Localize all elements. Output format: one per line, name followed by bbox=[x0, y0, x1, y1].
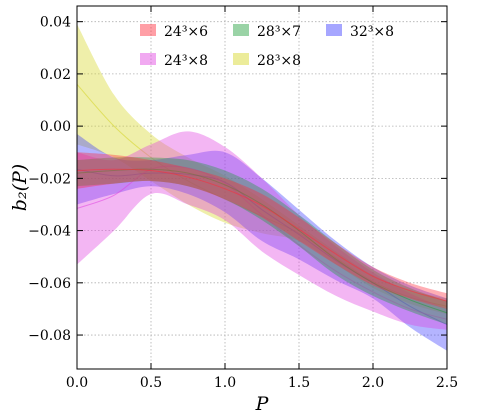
y-tick-label: −0.04 bbox=[28, 224, 71, 240]
legend-swatch bbox=[326, 24, 342, 36]
y-tick-label: 0.04 bbox=[40, 15, 71, 31]
y-tick-label: 0.00 bbox=[40, 119, 71, 135]
legend-label: 28³×7 bbox=[257, 24, 301, 40]
y-tick-label: −0.02 bbox=[28, 171, 71, 187]
axis-ticks: 0.0 0.5 1.0 1.5 2.0 2.5 0.04 0.02 0.00 −0.02 −0.04… bbox=[28, 6, 458, 391]
series-band bbox=[77, 133, 447, 351]
legend-label: 28³×8 bbox=[257, 53, 301, 69]
series-center-line bbox=[76, 165, 448, 320]
y-tick-label: −0.06 bbox=[28, 276, 71, 292]
y-tick-label: 0.02 bbox=[40, 67, 71, 83]
x-tick-label: 2.0 bbox=[362, 375, 384, 391]
series-center-line bbox=[76, 168, 448, 326]
grid-lines bbox=[76, 6, 448, 369]
series-band bbox=[77, 157, 447, 325]
y-tick-label: −0.08 bbox=[28, 328, 71, 344]
x-tick-label: 2.5 bbox=[436, 375, 458, 391]
plot-frame bbox=[76, 5, 448, 370]
legend-label: 32³×8 bbox=[350, 24, 394, 40]
legend-swatch bbox=[233, 53, 249, 65]
series-band bbox=[77, 131, 447, 330]
x-tick-label: 0.0 bbox=[66, 375, 88, 391]
legend-swatch bbox=[233, 24, 249, 36]
y-axis-label: b₂(P) bbox=[9, 164, 31, 211]
series-band bbox=[77, 152, 447, 309]
x-tick-label: 1.5 bbox=[288, 375, 310, 391]
legend-swatch bbox=[140, 53, 156, 65]
legend-swatch bbox=[140, 24, 156, 36]
x-tick-label: 1.0 bbox=[214, 375, 236, 391]
legend-label: 24³×8 bbox=[164, 53, 208, 69]
x-tick-label: 0.5 bbox=[140, 375, 162, 391]
series-center-line bbox=[76, 168, 448, 302]
x-axis-label: P bbox=[255, 393, 270, 415]
legend: 24³×6 28³×7 32³×8 24³×8 28³×8 bbox=[140, 24, 394, 69]
series-center-line bbox=[76, 84, 448, 307]
legend-label: 24³×6 bbox=[164, 24, 208, 40]
series-bands bbox=[76, 24, 448, 351]
series-center-line bbox=[76, 168, 448, 314]
